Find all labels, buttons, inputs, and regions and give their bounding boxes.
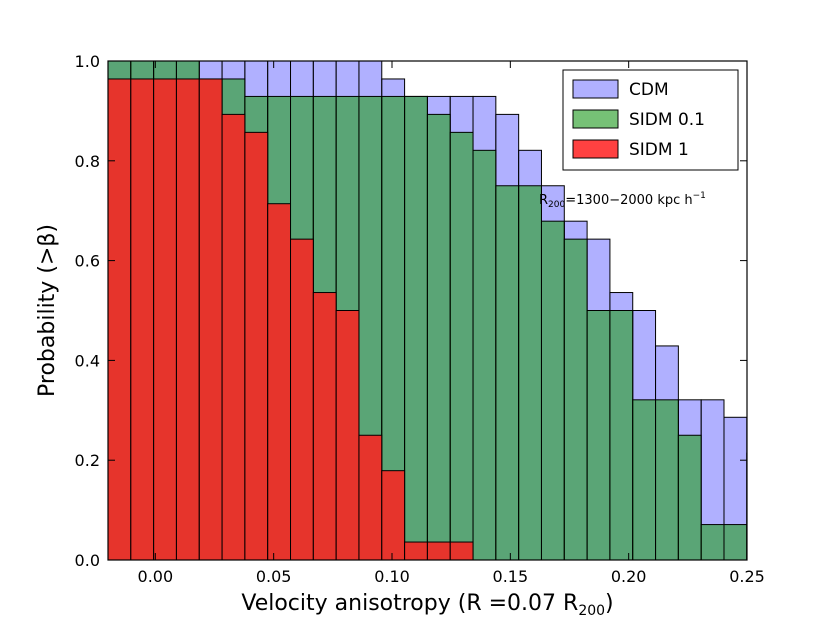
legend-label-cdm: CDM xyxy=(629,80,669,100)
x-tick-label-0: 0.00 xyxy=(138,567,174,586)
y-tick-label-4: 0.8 xyxy=(75,152,100,171)
bar-sidm-1-1 xyxy=(130,78,155,561)
x-tick-label-2: 0.10 xyxy=(374,567,410,586)
bar-sidm-1-4 xyxy=(198,78,223,561)
x-tick-label-3: 0.15 xyxy=(493,567,529,586)
y-tick-label-0: 0.0 xyxy=(75,551,100,570)
bar-sidm-1-15 xyxy=(449,541,474,561)
legend-swatch-cdm xyxy=(572,79,619,99)
annotation-sub: 200 xyxy=(548,200,565,210)
bar-sidm-1-11 xyxy=(358,434,383,561)
x-tick-label-5: 0.25 xyxy=(729,567,765,586)
x-tick-label-1: 0.05 xyxy=(256,567,292,586)
x-axis-title-close: ) xyxy=(605,591,614,616)
bar-sidm-0-1-19 xyxy=(540,220,565,561)
annotation-rest: =1300−2000 kpc h xyxy=(565,193,692,208)
bar-sidm-1-9 xyxy=(312,292,337,561)
bar-sidm-1-12 xyxy=(381,470,406,561)
legend-swatch-sidm-0-1 xyxy=(572,109,619,129)
bar-sidm-1-6 xyxy=(244,131,269,561)
bar-sidm-0-1-27 xyxy=(723,524,748,561)
bar-sidm-0-1-14 xyxy=(426,113,451,561)
bar-sidm-1-7 xyxy=(267,203,292,561)
bar-sidm-0-1-18 xyxy=(518,185,542,561)
bar-sidm-1-5 xyxy=(221,113,246,561)
x-tick-label-4: 0.20 xyxy=(611,567,647,586)
r200-annotation: R200=1300−2000 kpc h−1 xyxy=(539,191,706,210)
bar-sidm-1-0 xyxy=(107,78,132,561)
x-axis-title-sub: 200 xyxy=(578,603,605,619)
legend-swatch-sidm-1 xyxy=(572,139,619,159)
x-axis-title-main: Velocity anisotropy (R =0.07 R xyxy=(241,591,578,616)
series-sidm-1 xyxy=(107,78,474,561)
bar-sidm-1-10 xyxy=(335,310,360,561)
bar-sidm-1-13 xyxy=(404,541,428,561)
bars-layer xyxy=(107,60,748,561)
bar-sidm-0-1-16 xyxy=(472,149,497,561)
ticks-layer: 0.00 0.05 0.10 0.15 0.20 0.25 0.0 0.2 0.4 0.6 0.8 1… xyxy=(75,52,765,586)
y-tick-label-2: 0.4 xyxy=(75,351,100,370)
annotation-sup: −1 xyxy=(693,191,706,201)
bar-sidm-1-2 xyxy=(153,78,177,561)
bar-sidm-0-1-17 xyxy=(495,185,520,561)
bar-sidm-0-1-21 xyxy=(586,310,611,561)
annotation-main: R xyxy=(539,193,548,208)
y-axis-title: Probability (>β) xyxy=(35,224,60,397)
legend-label-sidm-1: SIDM 1 xyxy=(629,140,689,160)
plot-frame xyxy=(107,60,748,561)
bar-sidm-0-1-15 xyxy=(449,131,474,561)
legend: CDM SIDM 0.1 SIDM 1 xyxy=(562,69,739,171)
legend-label-sidm-0-1: SIDM 0.1 xyxy=(629,110,705,130)
bar-sidm-0-1-24 xyxy=(655,399,679,561)
bar-sidm-1-3 xyxy=(175,78,200,561)
bar-sidm-0-1-26 xyxy=(700,524,725,561)
y-tick-label-3: 0.6 xyxy=(75,252,100,271)
x-axis-title: Velocity anisotropy (R =0.07 R200) xyxy=(241,591,613,619)
bar-sidm-0-1-20 xyxy=(563,238,588,561)
bar-sidm-0-1-25 xyxy=(677,434,702,561)
bar-sidm-0-1-22 xyxy=(609,310,634,561)
bar-sidm-1-14 xyxy=(426,541,451,561)
y-tick-label-5: 1.0 xyxy=(75,52,100,71)
y-tick-label-1: 0.2 xyxy=(75,451,100,470)
bar-sidm-1-8 xyxy=(290,238,314,561)
bar-sidm-0-1-23 xyxy=(632,399,657,561)
bar-sidm-0-1-13 xyxy=(404,95,428,561)
